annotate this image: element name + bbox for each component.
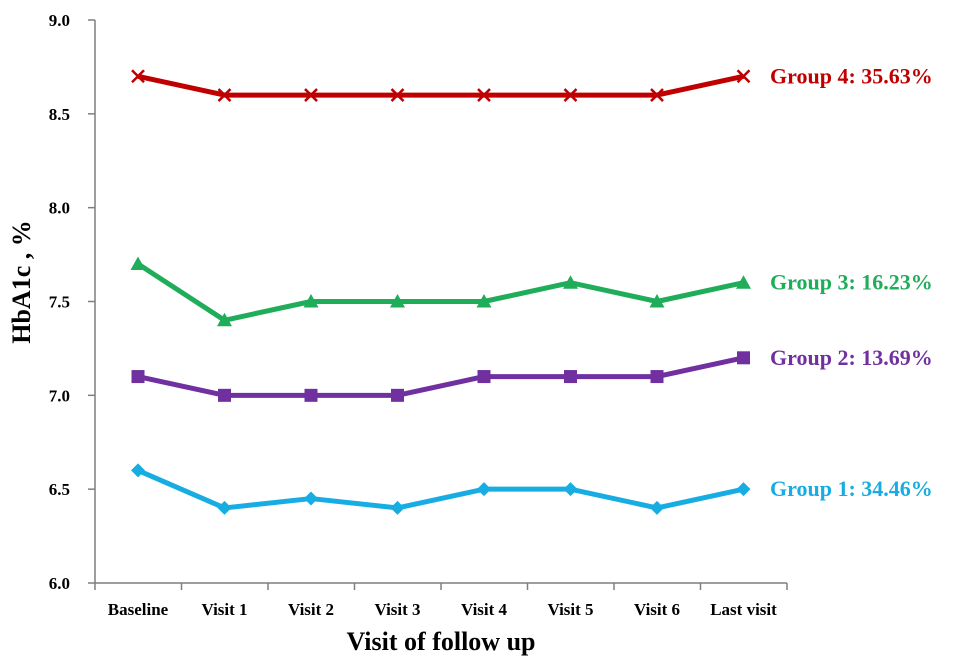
data-point-square	[737, 351, 750, 365]
x-ticks: Baseline Visit 1 Visit 2 Visit 3 Visit 4 Visi…	[94, 583, 788, 619]
x-tick-label: Visit 4	[461, 600, 508, 619]
data-point-diamond	[477, 482, 491, 497]
series-labels: Group 4: 35.63% Group 3: 16.23% Group 2: 1…	[770, 63, 933, 501]
data-point-triangle	[476, 294, 492, 308]
data-point-diamond	[217, 500, 232, 515]
x-tick-label: Last visit	[710, 600, 777, 619]
data-point-diamond	[736, 482, 751, 497]
series-label: Group 1: 34.46%	[770, 476, 933, 501]
data-point-diamond	[563, 482, 578, 497]
x-tick-label: Visit 6	[634, 600, 680, 619]
data-point-triangle	[736, 275, 751, 289]
x-tick-label: Visit 2	[288, 600, 334, 619]
y-tick-label: 6.5	[49, 480, 70, 499]
data-point-diamond	[304, 491, 318, 506]
y-tick-label: 9.0	[49, 11, 70, 30]
series-label: Group 2: 13.69%	[770, 345, 933, 370]
series-3	[130, 256, 751, 327]
data-point-square	[304, 388, 318, 402]
data-point-square	[391, 388, 404, 402]
data-point-diamond	[131, 463, 145, 478]
data-point-x	[477, 88, 491, 102]
data-point-x	[650, 88, 664, 102]
series-2	[131, 351, 750, 402]
series-4	[131, 69, 751, 102]
series-line	[137, 73, 745, 98]
data-point-square	[650, 370, 664, 384]
data-point-triangle	[130, 256, 146, 270]
data-point-diamond	[650, 500, 664, 515]
data-point-square	[477, 370, 491, 384]
x-tick-label: Visit 5	[547, 600, 593, 619]
series-line	[137, 355, 745, 398]
x-tick-label: Visit 1	[201, 600, 247, 619]
data-point-x	[736, 69, 751, 84]
y-tick-label: 8.0	[49, 199, 70, 218]
y-tick-label: 7.0	[49, 386, 70, 405]
y-ticks: 6.0 6.5 7.0 7.5 8.0 8.5 9.0	[49, 11, 95, 593]
data-point-square	[218, 388, 231, 402]
y-tick-label: 7.5	[49, 293, 70, 312]
series-label: Group 3: 16.23%	[770, 270, 933, 295]
series-line	[137, 468, 745, 511]
data-point-triangle	[563, 275, 578, 289]
x-tick-label: Visit 3	[374, 600, 420, 619]
data-point-x	[390, 88, 405, 102]
data-point-square	[131, 370, 145, 384]
data-point-square	[564, 370, 577, 384]
data-point-x	[217, 88, 232, 102]
data-point-triangle	[303, 294, 319, 308]
x-axis-title: Visit of follow up	[347, 627, 536, 656]
data-point-diamond	[390, 500, 405, 515]
series-line	[136, 261, 745, 323]
series-1	[131, 463, 751, 515]
y-tick-label: 8.5	[49, 105, 70, 124]
y-axis-title: HbA1c , %	[7, 220, 36, 344]
data-point-x	[131, 69, 145, 84]
data-point-triangle	[390, 294, 405, 308]
data-point-x	[304, 88, 318, 102]
data-point-triangle	[649, 294, 665, 308]
series-layer	[130, 69, 751, 515]
y-tick-label: 6.0	[49, 574, 70, 593]
data-point-x	[563, 88, 578, 102]
x-tick-label: Baseline	[108, 600, 169, 619]
data-point-triangle	[217, 312, 232, 327]
series-label: Group 4: 35.63%	[770, 63, 933, 88]
